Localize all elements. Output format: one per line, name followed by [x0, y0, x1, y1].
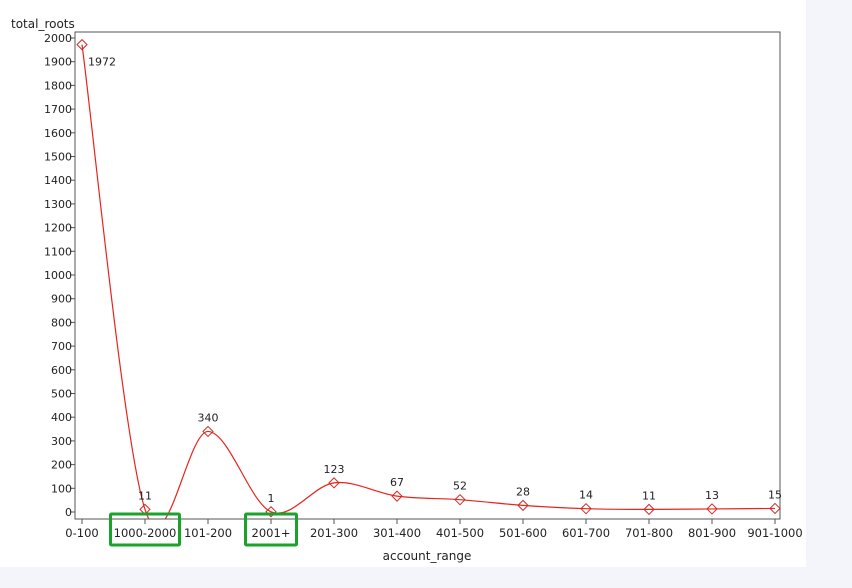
y-tick-label: 1900	[44, 56, 72, 69]
data-label: 15	[768, 488, 782, 501]
data-label: 123	[324, 463, 345, 476]
y-tick-label: 2000	[44, 32, 72, 45]
category-highlight-box	[109, 512, 181, 547]
y-tick-label: 900	[51, 293, 72, 306]
x-tick-label: 501-600	[499, 526, 547, 540]
plot-frame	[74, 31, 781, 520]
data-point-marker	[769, 502, 781, 515]
x-tick-label: 1000-2000	[114, 526, 177, 540]
x-tick-label: 2001+	[252, 526, 291, 540]
x-tick-label: 701-800	[625, 526, 673, 540]
x-tick-label: 901-1000	[747, 526, 802, 540]
data-label: 67	[390, 476, 404, 489]
data-point-marker	[454, 493, 466, 506]
y-tick-label: 1600	[44, 127, 72, 140]
y-tick-label: 0	[65, 506, 72, 519]
data-point-marker	[328, 477, 340, 489]
x-tick-label: 301-400	[373, 526, 421, 540]
data-label: 1972	[88, 56, 116, 69]
data-point-marker	[391, 490, 403, 502]
y-tick-label: 400	[51, 411, 72, 424]
x-tick-label: 0-100	[65, 526, 98, 540]
data-label: 13	[705, 489, 719, 502]
y-tick-label: 1700	[44, 103, 72, 116]
x-tick-label: 801-900	[688, 526, 736, 540]
y-tick-label: 300	[51, 435, 72, 448]
y-tick-label: 100	[51, 482, 72, 495]
data-label: 28	[516, 485, 530, 498]
data-point-marker	[517, 499, 529, 512]
x-tick-label: 401-500	[436, 526, 484, 540]
data-point-marker	[265, 506, 277, 518]
data-point-marker	[202, 425, 214, 438]
y-tick-label: 200	[51, 459, 72, 472]
x-axis-title: account_range	[383, 549, 472, 563]
data-label: 52	[453, 480, 467, 493]
data-point-marker	[643, 503, 655, 516]
data-label: 11	[642, 489, 656, 502]
y-tick-label: 1100	[44, 245, 72, 258]
x-tick-label: 201-300	[310, 526, 358, 540]
data-point-marker	[76, 38, 88, 51]
y-tick-label: 1000	[44, 269, 72, 282]
category-highlight-box	[244, 512, 298, 547]
x-tick-label: 601-700	[562, 526, 610, 540]
background-band-bottom	[0, 567, 852, 588]
y-tick-label: 600	[51, 364, 72, 377]
data-label: 1	[268, 492, 275, 505]
y-tick-label: 1200	[44, 222, 72, 235]
data-label: 14	[579, 489, 593, 502]
y-tick-label: 800	[51, 316, 72, 329]
y-tick-label: 500	[51, 388, 72, 401]
x-tick-label: 101-200	[184, 526, 232, 540]
y-tick-label: 1800	[44, 79, 72, 92]
data-point-marker	[706, 503, 718, 515]
series-line	[81, 44, 776, 519]
y-tick-label: 1300	[44, 198, 72, 211]
y-axis-title: total_roots	[11, 17, 75, 31]
y-tick-label: 1500	[44, 151, 72, 164]
data-label: 340	[198, 411, 219, 424]
y-tick-label: 700	[51, 340, 72, 353]
data-label: 11	[138, 489, 152, 502]
background-band-right	[806, 0, 852, 588]
data-point-marker	[580, 502, 592, 515]
y-tick-label: 1400	[44, 174, 72, 187]
